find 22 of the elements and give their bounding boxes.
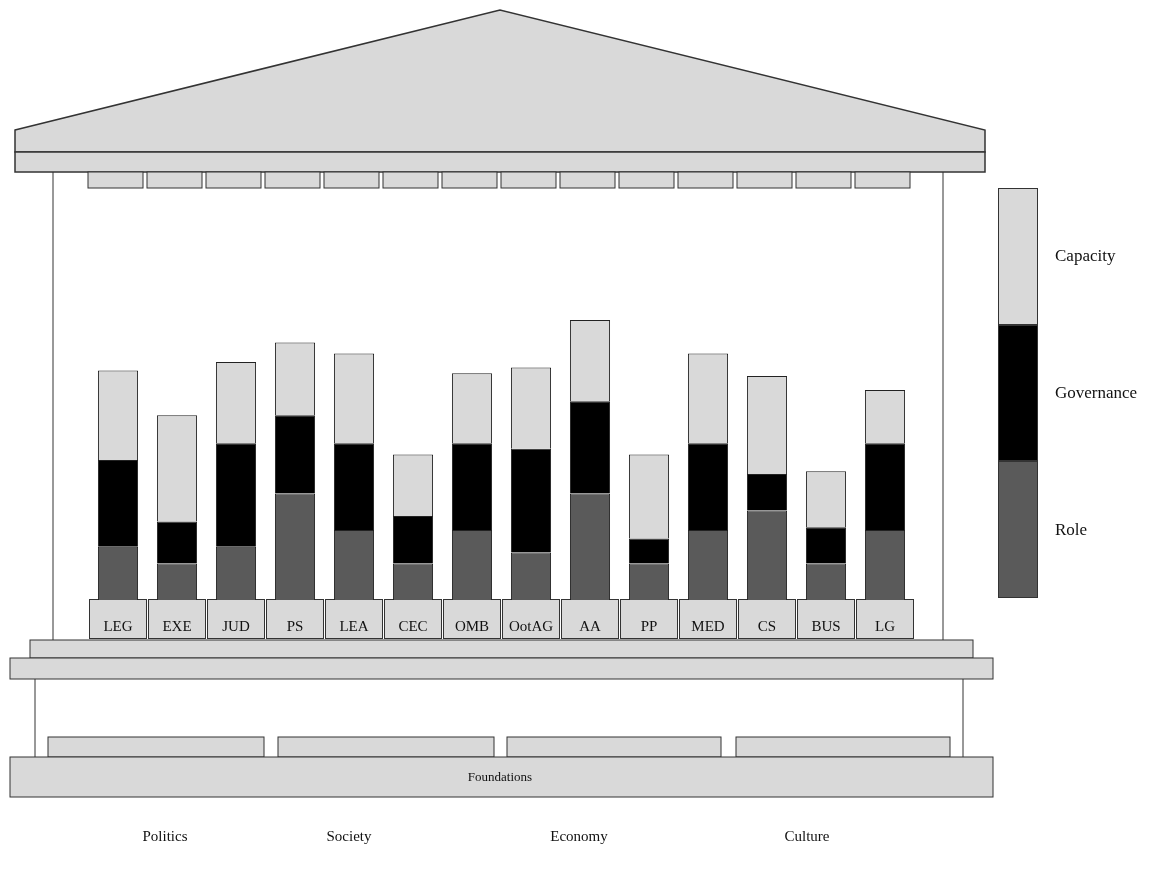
x-tick-label: LG — [875, 617, 896, 634]
x-tick-label: OMB — [454, 617, 490, 634]
text: Capacity — [1055, 246, 1116, 267]
x-tick-label: CEC — [398, 617, 428, 634]
x-tick-label: LEG — [103, 617, 133, 634]
text: Society — [326, 827, 372, 845]
x-tick-label: LEA — [339, 617, 369, 634]
text: Governance — [1055, 383, 1138, 403]
x-tick-label: PS — [286, 617, 304, 634]
x-tick-label: OotAG — [508, 617, 554, 634]
text: Foundations — [467, 769, 533, 785]
text: Culture — [784, 827, 830, 845]
x-tick-label: PP — [640, 617, 658, 634]
x-tick-label: MED — [691, 617, 725, 634]
x-tick-label: EXE — [162, 617, 192, 634]
x-tick-label: AA — [579, 617, 601, 634]
text: Role — [1055, 519, 1088, 540]
x-tick-label: CS — [757, 617, 777, 634]
x-tick-label: BUS — [811, 617, 841, 634]
text: Politics — [142, 827, 188, 845]
text: Economy — [550, 827, 608, 845]
x-tick-label: JUD — [222, 617, 250, 634]
